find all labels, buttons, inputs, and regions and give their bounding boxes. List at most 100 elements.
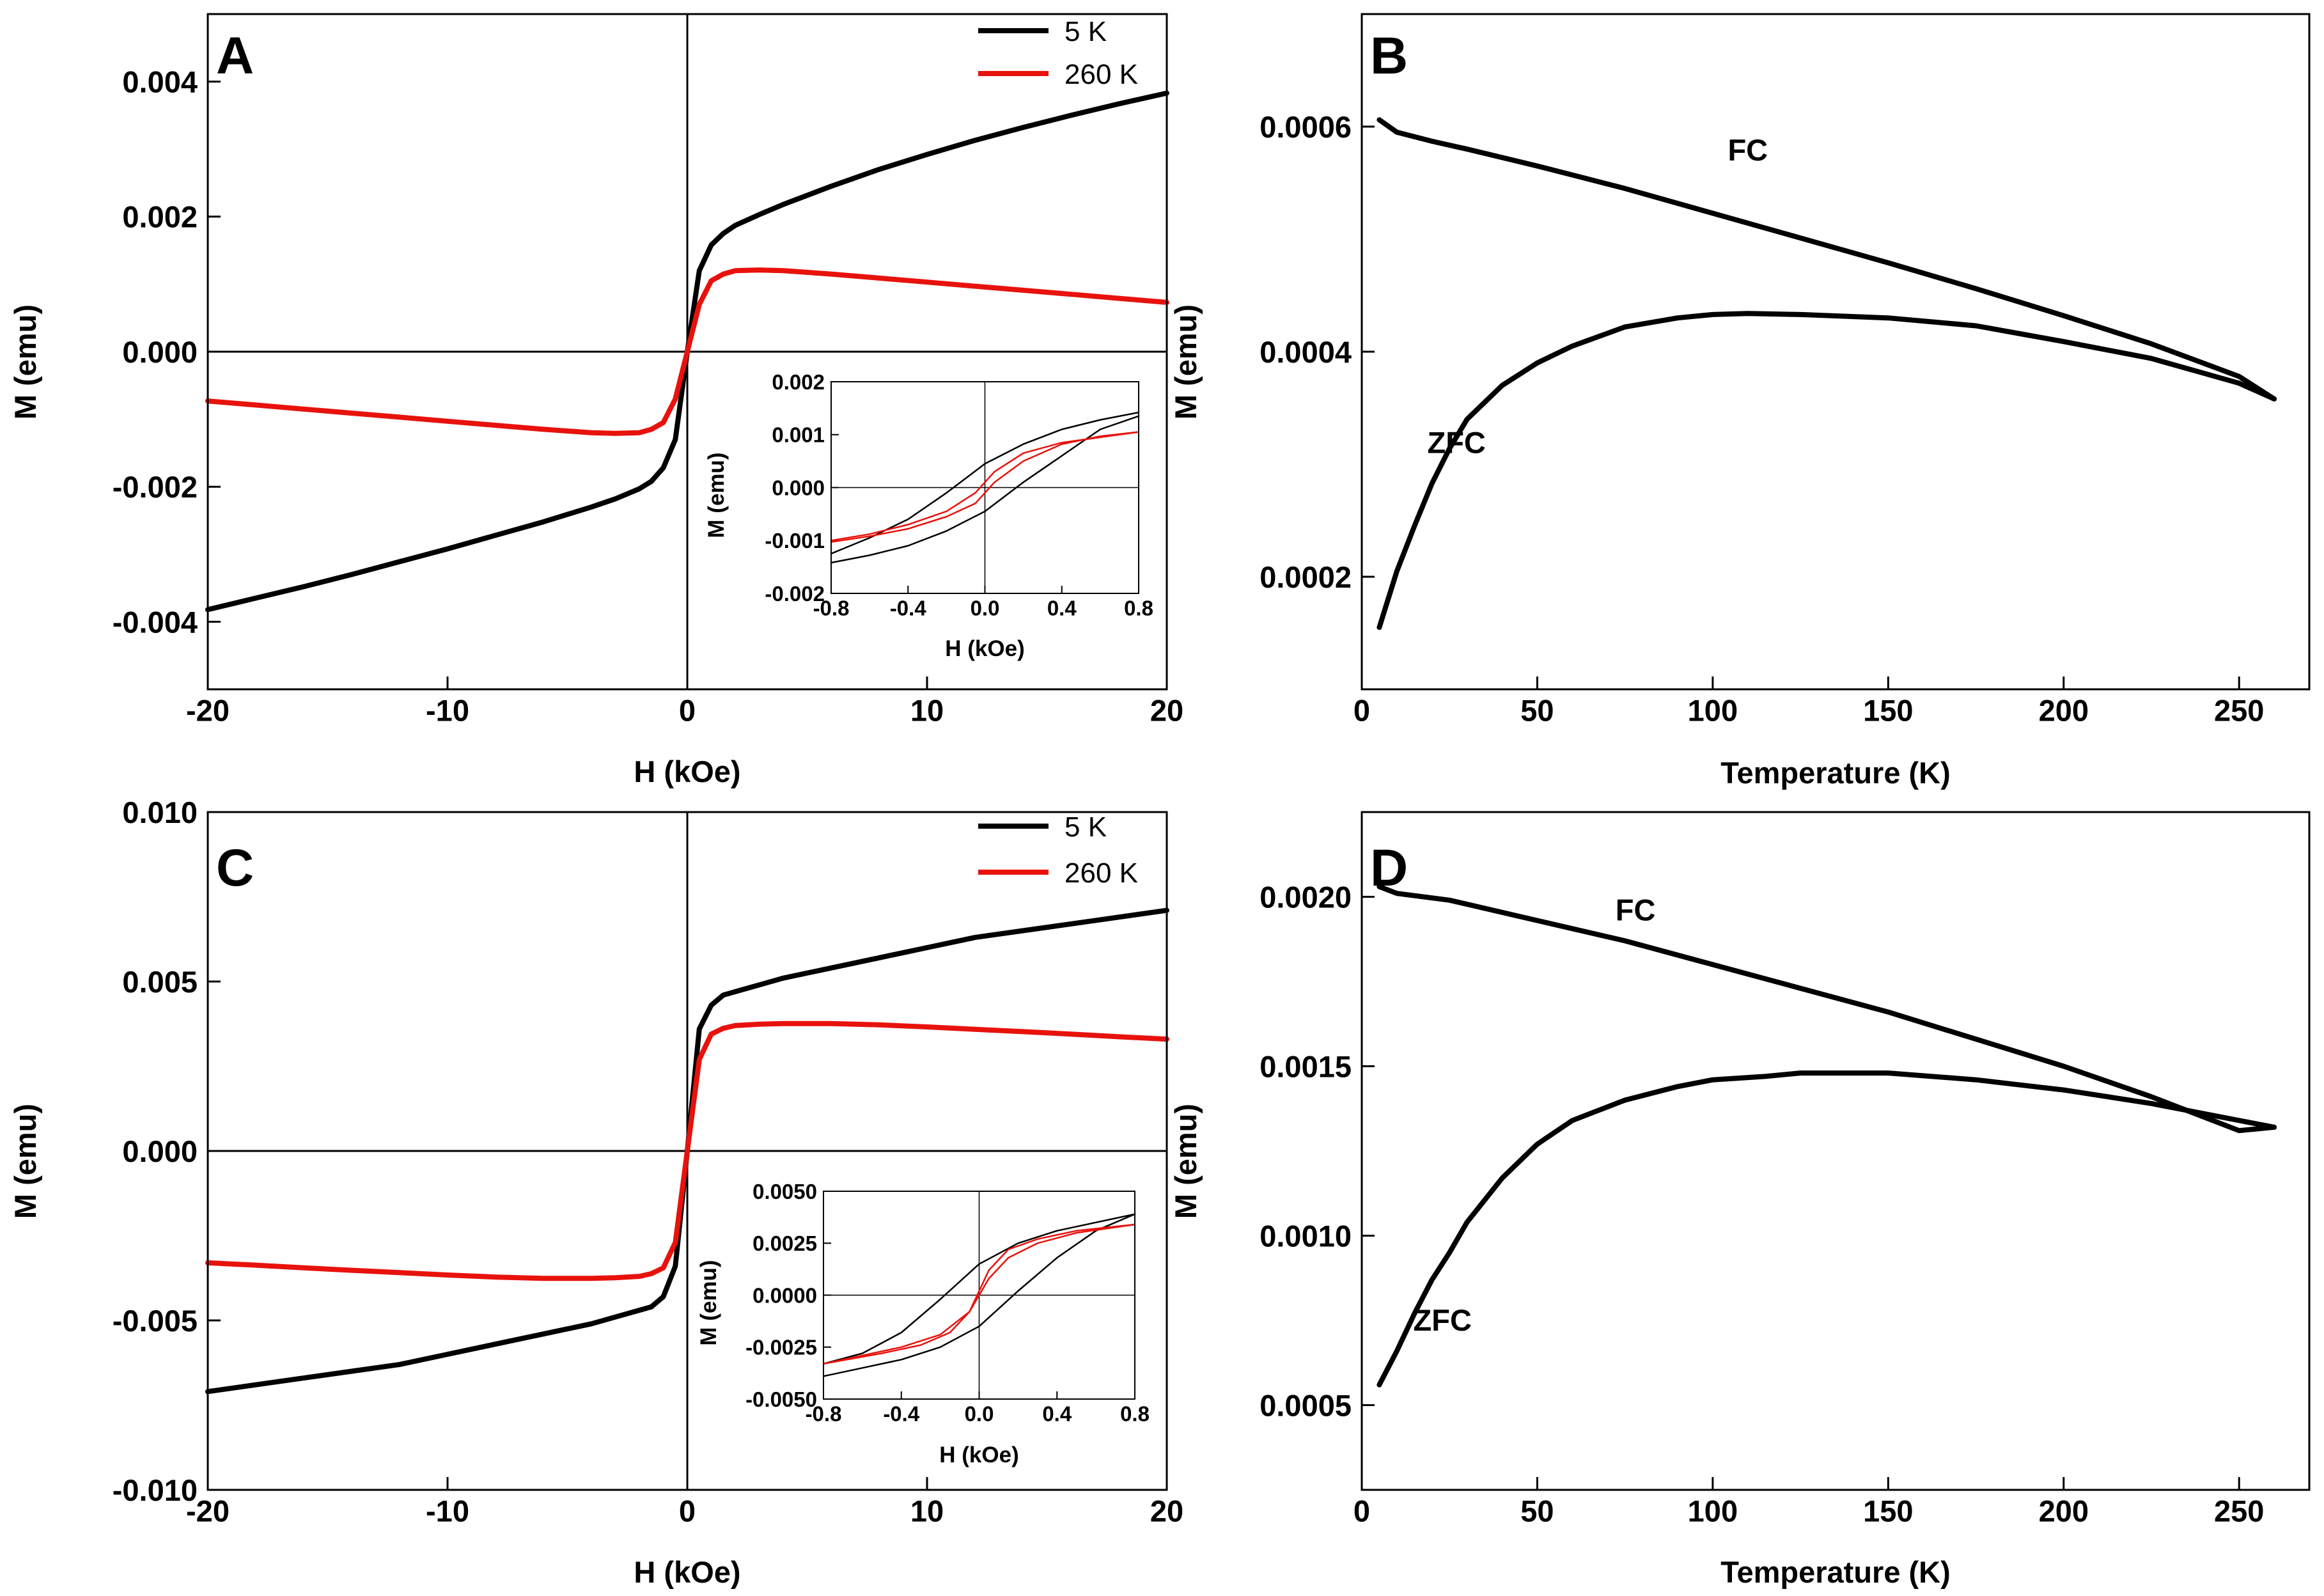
y-axis-title: M (emu) <box>1169 304 1203 419</box>
plot-border <box>207 13 1168 691</box>
y-tick-label: -0.005 <box>113 1304 198 1338</box>
inset-y-tick-label: 0.0050 <box>753 1180 817 1203</box>
y-axis-title: M (emu) <box>1169 1104 1203 1219</box>
inset-x-tick-label: 0.0 <box>965 1402 994 1426</box>
x-tick-label: 0 <box>679 693 696 727</box>
fc-series-line <box>1376 117 2277 402</box>
y-tick-label: 0.0020 <box>1259 880 1352 914</box>
y-axis-title: M (emu) <box>8 304 42 419</box>
inset-5-k-ascending-line <box>822 1213 1136 1377</box>
panel-b: 0 50 100 150 200 250 0.0002 0.0004 0.0006 Tempera… <box>1169 13 2311 790</box>
x-axis-title: Temperature (K) <box>1720 756 1951 790</box>
panel-d: 0 50 100 150 200 250 0.0005 0.0010 0.0015 0.0020 T… <box>1169 811 2311 1589</box>
x-tick-label: 50 <box>1520 693 1554 727</box>
x-tick-label: 150 <box>1863 1494 1913 1528</box>
panel-a: -20 -10 0 10 20 -0.004 -0.002 0.000 0.002 0.004 H … <box>8 13 1183 788</box>
frame <box>1361 811 2311 1491</box>
inset-y-tick-label: 0.0025 <box>753 1232 817 1255</box>
inset-c: -0.8 -0.4 0.0 0.4 0.8 -0.0050 -0.0025 0.0000 0.0… <box>696 1180 1150 1467</box>
x-tick-label: 20 <box>1150 693 1183 727</box>
plot-border <box>1361 811 2311 1491</box>
inset-x-tick-label: 0.8 <box>1120 1402 1150 1426</box>
panel-letter-a: A <box>216 27 254 85</box>
inset-y-tick-label: 0.002 <box>772 370 825 394</box>
x-axis-title: H (kOe) <box>634 1555 740 1589</box>
annotation-zfc: ZFC <box>1428 425 1486 459</box>
x-tick-label: 0 <box>1353 693 1370 727</box>
inset-y-tick-label: 0.000 <box>772 476 825 499</box>
inset-y-tick-label: -0.001 <box>765 529 825 552</box>
inset-x-tick-label: -0.8 <box>806 1402 842 1426</box>
inset-y-tick-label: -0.002 <box>765 582 825 606</box>
annotation-zfc: ZFC <box>1414 1303 1472 1337</box>
inset-y-axis-title: M (emu) <box>696 1260 721 1345</box>
legend-label: 260 K <box>1065 857 1138 889</box>
inset-5-k-descending-line <box>822 1213 1136 1365</box>
y-tick-label: 0.0002 <box>1259 560 1352 594</box>
legend-label: 5 K <box>1065 811 1107 843</box>
inset-x-tick-label: 0.4 <box>1047 597 1077 620</box>
frame <box>1361 13 2311 691</box>
y-tick-label: -0.010 <box>113 1473 198 1507</box>
inset-x-tick-label: 0.0 <box>971 597 1000 620</box>
y-tick-label: 0.010 <box>122 795 198 829</box>
x-tick-label: 100 <box>1688 693 1738 727</box>
260-k-series-line <box>205 267 1169 436</box>
inset-y-tick-label: -0.0050 <box>745 1388 817 1411</box>
panel-letter-d: D <box>1370 839 1408 897</box>
inset-x-axis-title: H (kOe) <box>945 636 1024 661</box>
inset-border <box>831 381 1139 594</box>
x-tick-label: -20 <box>186 693 230 727</box>
x-tick-label: 200 <box>2039 693 2089 727</box>
inset-y-tick-label: -0.0025 <box>745 1336 817 1359</box>
x-tick-label: -10 <box>426 693 469 727</box>
x-tick-label: 50 <box>1520 1494 1554 1528</box>
inset-x-tick-label: -0.4 <box>890 597 927 620</box>
x-tick-label: 10 <box>910 1494 944 1528</box>
y-tick-label: 0.0005 <box>1259 1388 1352 1422</box>
x-tick-label: -10 <box>426 1494 469 1528</box>
x-tick-label: 200 <box>2039 1494 2089 1528</box>
inset-a: -0.8 -0.4 0.0 0.4 0.8 -0.002 -0.001 0.000 0.001 0… <box>704 370 1153 661</box>
x-tick-label: 250 <box>2214 1494 2264 1528</box>
y-tick-label: 0.005 <box>122 965 198 999</box>
zfc-series-line <box>1376 311 2277 630</box>
x-axis-title: H (kOe) <box>634 755 740 788</box>
annotation-fc: FC <box>1616 893 1656 927</box>
x-tick-label: 0 <box>679 1494 696 1528</box>
x-tick-label: 100 <box>1688 1494 1738 1528</box>
inset-y-tick-label: 0.001 <box>772 423 825 447</box>
y-tick-label: 0.000 <box>122 1134 198 1168</box>
260-k-series-line <box>205 1021 1169 1281</box>
y-tick-label: 0.000 <box>122 335 198 369</box>
inset-x-axis-title: H (kOe) <box>939 1443 1018 1467</box>
inset-x-tick-label: 0.8 <box>1124 597 1153 620</box>
x-tick-label: 10 <box>910 693 944 727</box>
y-tick-label: 0.0006 <box>1259 110 1352 144</box>
annotation-fc: FC <box>1727 133 1768 167</box>
inset-y-tick-label: 0.0000 <box>753 1283 817 1307</box>
x-axis-title: Temperature (K) <box>1720 1555 1951 1589</box>
inset-260-k-ascending-line <box>822 1223 1136 1365</box>
panel-letter-b: B <box>1370 27 1408 85</box>
y-tick-label: 0.0015 <box>1259 1049 1352 1083</box>
x-tick-label: 250 <box>2214 693 2264 727</box>
y-tick-label: -0.002 <box>113 470 198 504</box>
y-tick-label: 0.002 <box>122 200 198 234</box>
inset-x-tick-label: -0.4 <box>883 1402 920 1426</box>
x-tick-label: 150 <box>1863 693 1913 727</box>
plot-border <box>207 811 1168 1491</box>
plot-border <box>1361 13 2311 691</box>
x-tick-label: 20 <box>1150 1494 1183 1528</box>
y-tick-label: 0.004 <box>122 65 198 99</box>
y-axis-title: M (emu) <box>8 1104 42 1219</box>
panel-letter-c: C <box>216 839 254 897</box>
inset-x-tick-label: -0.8 <box>813 597 850 620</box>
inset-260-k-descending-line <box>830 431 1140 542</box>
legend-label: 5 K <box>1065 16 1107 47</box>
fc-series-line <box>1376 884 2277 1134</box>
inset-border <box>823 1191 1135 1400</box>
panel-c: -20 -10 0 10 20 -0.010 -0.005 0.000 0.005 0.010 H … <box>8 795 1183 1589</box>
legend-label: 260 K <box>1065 59 1138 90</box>
